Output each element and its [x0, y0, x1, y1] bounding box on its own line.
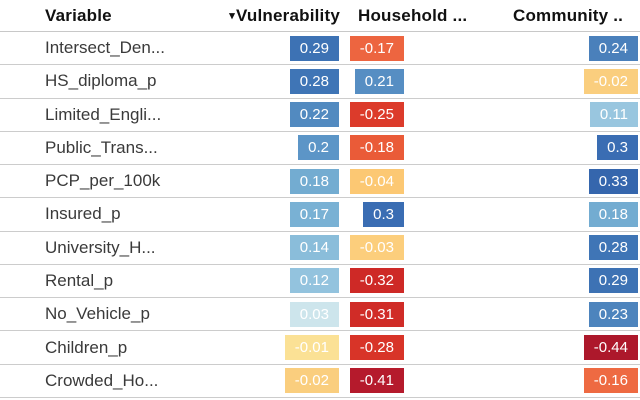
value-cell: 0.2 — [215, 132, 340, 164]
variable-label: HS_diploma_p — [45, 71, 157, 91]
value-cell: 0.21 — [340, 65, 490, 97]
value-cell: 0.3 — [490, 132, 640, 164]
heatmap-value-badge: 0.3 — [597, 135, 638, 161]
heatmap-value-badge: 0.12 — [289, 268, 339, 294]
heatmap-value-badge: 0.29 — [588, 268, 638, 294]
heatmap-value-badge: -0.31 — [349, 301, 404, 327]
heatmap-value-badge: 0.22 — [289, 102, 339, 128]
column-header-vulnerability[interactable]: ▾Vulnerability — [215, 6, 340, 26]
heatmap-value-badge: -0.41 — [349, 368, 404, 394]
table-header-row: Variable ▾Vulnerability Household ... Co… — [0, 0, 640, 32]
value-cell: 0.24 — [490, 32, 640, 64]
heatmap-value-badge: 0.28 — [289, 68, 339, 94]
value-cell: 0.17 — [215, 198, 340, 230]
table-row: PCP_per_100k 0.18 -0.04 0.33 — [0, 165, 640, 199]
column-header-household[interactable]: Household ... — [358, 5, 468, 25]
heatmap-value-badge: 0.17 — [289, 201, 339, 227]
variable-label: Crowded_Ho... — [45, 370, 159, 390]
heatmap-value-badge: 0.23 — [588, 301, 638, 327]
value-cell: -0.18 — [340, 132, 490, 164]
heatmap-value-badge: -0.18 — [349, 135, 404, 161]
table-row: Limited_Engli... 0.22 -0.25 0.11 — [0, 98, 640, 132]
value-cell: 0.12 — [215, 265, 340, 297]
heatmap-value-badge: -0.32 — [349, 268, 404, 294]
value-cell: 0.23 — [490, 298, 640, 330]
column-header-community[interactable]: Community .. — [513, 5, 624, 25]
value-cell: 0.22 — [215, 99, 340, 131]
value-cell: -0.25 — [340, 99, 490, 131]
heatmap-value-badge: 0.18 — [588, 201, 638, 227]
column-header-vulnerability-label: Vulnerability — [236, 5, 340, 25]
value-cell: 0.29 — [490, 265, 640, 297]
value-cell: -0.02 — [490, 65, 640, 97]
value-cell: -0.16 — [490, 365, 640, 397]
heatmap-value-badge: -0.25 — [349, 102, 404, 128]
value-cell: -0.03 — [340, 232, 490, 264]
table-body: Intersect_Den... 0.29 -0.17 0.24 HS_diploma_… — [0, 32, 640, 398]
value-cell: 0.28 — [215, 65, 340, 97]
heatmap-value-badge: -0.01 — [284, 335, 339, 361]
value-cell: 0.03 — [215, 298, 340, 330]
heatmap-value-badge: 0.28 — [588, 235, 638, 261]
variable-label: No_Vehicle_p — [45, 304, 150, 324]
variable-label: University_H... — [45, 237, 156, 257]
table-row: Rental_p 0.12 -0.32 0.29 — [0, 264, 640, 299]
value-cell: 0.18 — [215, 165, 340, 197]
variable-label: Insured_p — [45, 204, 121, 224]
heatmap-value-badge: 0.24 — [588, 35, 638, 61]
variable-label: Rental_p — [45, 270, 114, 290]
value-cell: 0.29 — [215, 32, 340, 64]
heatmap-value-badge: -0.02 — [583, 68, 638, 94]
heatmap-value-badge: -0.17 — [349, 35, 404, 61]
value-cell: 0.14 — [215, 232, 340, 264]
value-cell: 0.28 — [490, 232, 640, 264]
heatmap-value-badge: 0.03 — [289, 301, 339, 327]
value-cell: -0.41 — [340, 365, 490, 397]
heatmap-value-badge: 0.2 — [298, 135, 339, 161]
variable-label: Intersect_Den... — [45, 38, 166, 58]
heatmap-value-badge: 0.14 — [289, 235, 339, 261]
table-row: University_H... 0.14 -0.03 0.28 — [0, 231, 640, 265]
value-cell: -0.32 — [340, 265, 490, 297]
value-cell: 0.3 — [340, 198, 490, 230]
heatmap-value-badge: -0.16 — [583, 368, 638, 394]
heatmap-value-badge: -0.03 — [349, 235, 404, 261]
heatmap-value-badge: 0.11 — [589, 102, 638, 128]
value-cell: 0.18 — [490, 198, 640, 230]
heatmap-value-badge: 0.18 — [289, 168, 339, 194]
value-cell: -0.02 — [215, 365, 340, 397]
table-row: Crowded_Ho... -0.02 -0.41 -0.16 — [0, 364, 640, 398]
table-row: Insured_p 0.17 0.3 0.18 — [0, 198, 640, 232]
heatmap-value-badge: -0.04 — [349, 168, 404, 194]
table-row: Children_p -0.01 -0.28 -0.44 — [0, 331, 640, 365]
value-cell: -0.28 — [340, 331, 490, 363]
heatmap-value-badge: -0.28 — [349, 335, 404, 361]
table-row: No_Vehicle_p 0.03 -0.31 0.23 — [0, 298, 640, 332]
variable-label: Limited_Engli... — [45, 104, 162, 124]
column-header-variable[interactable]: Variable — [45, 5, 112, 25]
value-cell: -0.44 — [490, 331, 640, 363]
heatmap-value-badge: 0.21 — [354, 68, 404, 94]
variable-label: Children_p — [45, 337, 128, 357]
value-cell: -0.01 — [215, 331, 340, 363]
table-row: HS_diploma_p 0.28 0.21 -0.02 — [0, 65, 640, 99]
variable-label: PCP_per_100k — [45, 171, 161, 191]
table-row: Public_Trans... 0.2 -0.18 0.3 — [0, 131, 640, 166]
value-cell: 0.33 — [490, 165, 640, 197]
heatmap-value-badge: 0.3 — [363, 201, 404, 227]
value-cell: -0.31 — [340, 298, 490, 330]
value-cell: -0.04 — [340, 165, 490, 197]
heatmap-value-badge: -0.02 — [284, 368, 339, 394]
sort-descending-icon: ▾ — [229, 9, 235, 22]
heatmap-value-badge: -0.44 — [583, 335, 638, 361]
variable-label: Public_Trans... — [45, 137, 158, 157]
value-cell: -0.17 — [340, 32, 490, 64]
heatmap-value-badge: 0.33 — [588, 168, 638, 194]
value-cell: 0.11 — [490, 99, 640, 131]
heatmap-value-badge: 0.29 — [289, 35, 339, 61]
table-row: Intersect_Den... 0.29 -0.17 0.24 — [0, 32, 640, 66]
